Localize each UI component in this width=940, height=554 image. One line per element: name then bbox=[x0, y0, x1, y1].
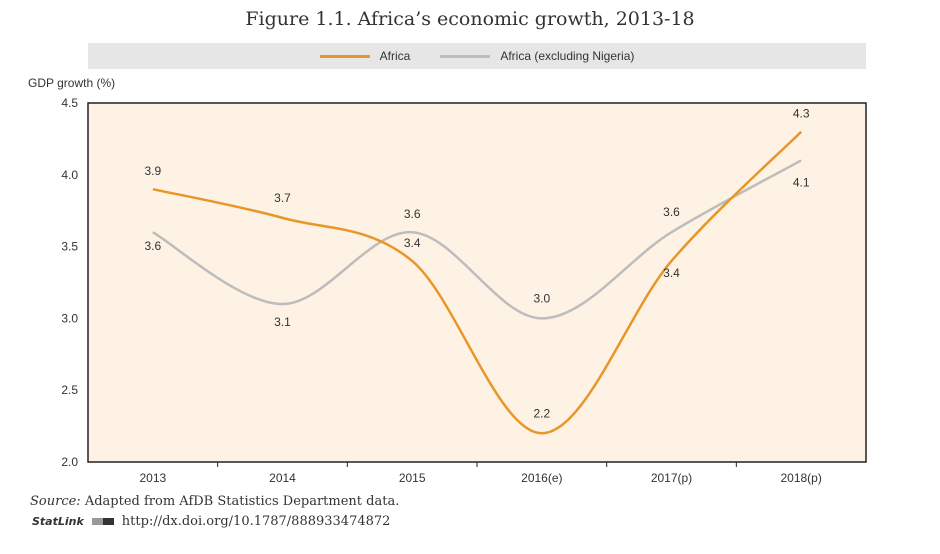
x-tick-label: 2013 bbox=[139, 471, 166, 485]
y-tick-label: 4.5 bbox=[61, 96, 78, 110]
data-label: 3.9 bbox=[144, 164, 161, 178]
data-label: 3.1 bbox=[274, 315, 291, 329]
x-tick-label: 2017(p) bbox=[651, 471, 692, 485]
data-label: 2.2 bbox=[533, 406, 550, 420]
data-label: 3.6 bbox=[663, 205, 680, 219]
data-label: 3.6 bbox=[144, 239, 161, 253]
y-tick-label: 3.0 bbox=[61, 311, 78, 325]
data-label: 3.0 bbox=[533, 291, 550, 305]
y-tick-label: 2.5 bbox=[61, 383, 78, 397]
statlink: StatLink http://dx.doi.org/10.1787/888933… bbox=[32, 514, 390, 529]
legend: Africa Africa (excluding Nigeria) bbox=[88, 43, 866, 69]
y-axis-label: GDP growth (%) bbox=[28, 76, 116, 90]
series-line-0 bbox=[152, 130, 803, 435]
x-tick-label: 2018(p) bbox=[780, 471, 821, 485]
legend-item-africa-excl-nigeria: Africa (excluding Nigeria) bbox=[440, 49, 634, 63]
legend-label: Africa (excluding Nigeria) bbox=[500, 49, 635, 63]
data-label: 4.3 bbox=[793, 107, 810, 121]
data-label: 3.4 bbox=[663, 266, 680, 280]
statlink-url[interactable]: http://dx.doi.org/10.1787/888933474872 bbox=[121, 514, 391, 529]
source-prefix: Source: bbox=[30, 494, 81, 509]
x-tick-label: 2015 bbox=[399, 471, 426, 485]
y-tick-label: 4.0 bbox=[61, 168, 78, 182]
legend-label: Africa bbox=[379, 49, 411, 63]
y-tick-label: 3.5 bbox=[61, 240, 78, 254]
y-tick-label: 2.0 bbox=[61, 455, 78, 469]
statlink-label: StatLink bbox=[32, 515, 84, 528]
legend-swatch bbox=[319, 54, 370, 58]
data-label: 4.1 bbox=[793, 175, 810, 189]
source-note: Source: Adapted from AfDB Statistics Dep… bbox=[30, 494, 399, 509]
data-label: 3.7 bbox=[274, 191, 291, 205]
chart-title: Figure 1.1. Africa’s economic growth, 20… bbox=[245, 8, 695, 30]
data-label: 3.6 bbox=[404, 207, 421, 221]
x-tick-label: 2014 bbox=[269, 471, 296, 485]
plot-area bbox=[87, 102, 867, 463]
source-text: Adapted from AfDB Statistics Department … bbox=[80, 494, 400, 509]
legend-item-africa: Africa bbox=[319, 49, 411, 63]
x-tick-label: 2016(e) bbox=[521, 471, 562, 485]
series-line-1 bbox=[152, 159, 802, 320]
statlink-icon bbox=[91, 518, 114, 525]
legend-swatch bbox=[440, 54, 491, 58]
data-label: 3.4 bbox=[404, 236, 421, 250]
